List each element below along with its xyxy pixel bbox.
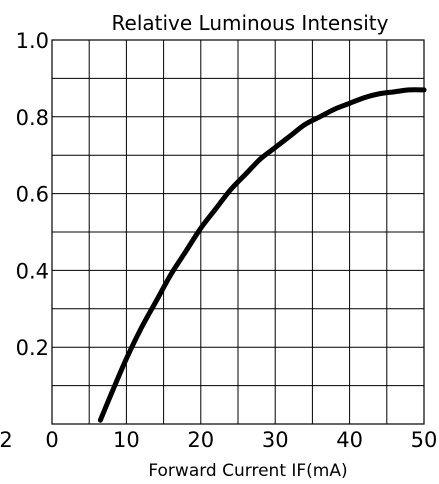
x-axis-label: Forward Current IF(mA)	[148, 461, 347, 481]
x-axis-ticks: 0 10 20 30 40 50	[45, 428, 437, 452]
y-tick-label: 0.6	[16, 183, 49, 207]
x-axis-extra-tick-label: 2	[0, 428, 13, 452]
y-tick-label: 0.4	[16, 259, 49, 283]
x-tick-label: 20	[187, 428, 214, 452]
chart-title: Relative Luminous Intensity	[112, 11, 389, 35]
x-tick-label: 40	[336, 428, 363, 452]
y-tick-label: 0.8	[16, 106, 49, 130]
series-line	[97, 87, 427, 423]
x-tick-label: 0	[45, 428, 58, 452]
x-tick-label: 30	[262, 428, 289, 452]
x-tick-label: 50	[411, 428, 438, 452]
plot-frame	[51, 39, 425, 425]
grid-lines	[52, 40, 424, 424]
y-tick-label: 0.2	[16, 336, 49, 360]
y-tick-label: 1.0	[16, 29, 49, 53]
series-group	[97, 87, 427, 423]
y-axis-ticks: 0.2 0.4 0.6 0.8 1.0	[16, 29, 49, 360]
x-tick-label: 10	[113, 428, 140, 452]
